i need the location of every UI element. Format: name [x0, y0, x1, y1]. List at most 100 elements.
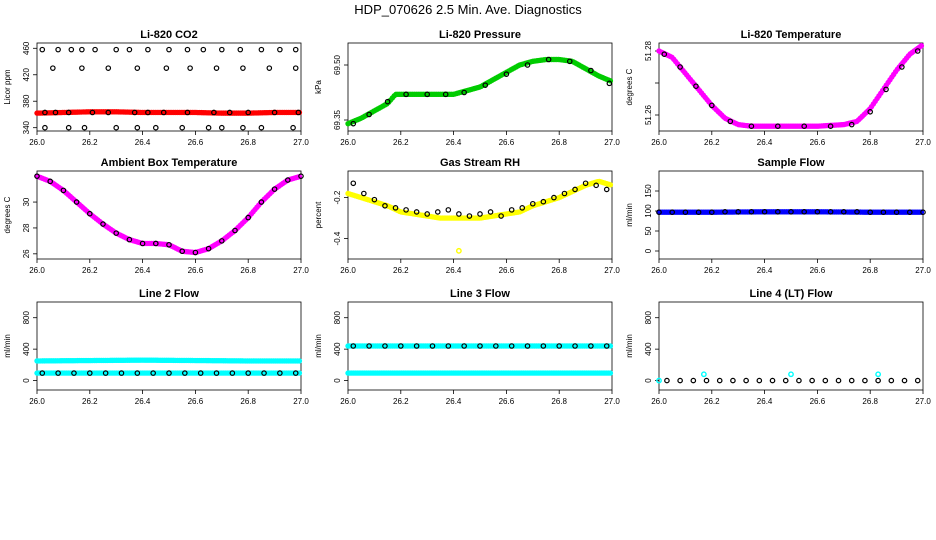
- x-tick-label: 26.6: [810, 138, 826, 147]
- data-point: [540, 198, 547, 205]
- data-series: [350, 56, 613, 127]
- x-tick-label: 26.0: [29, 138, 45, 147]
- data-point: [556, 343, 563, 349]
- data-point: [258, 199, 265, 205]
- data-point: [827, 123, 834, 130]
- data-point: [290, 124, 296, 131]
- data-point: [292, 65, 299, 71]
- data-point: [708, 209, 715, 216]
- data-point: [498, 213, 504, 219]
- data-point: [39, 370, 46, 376]
- data-point: [603, 186, 610, 193]
- data-point: [519, 205, 526, 211]
- data-point: [68, 46, 75, 53]
- data-point: [477, 343, 483, 349]
- data-point: [722, 209, 728, 215]
- data-point: [150, 370, 156, 376]
- y-tick-label: 51.28: [644, 40, 653, 61]
- chart-panel: Line 4 (LT) Flow 26.0 26.2 26.4 26.6 26.8 27.0…: [625, 288, 931, 406]
- y-tick-label: 400: [22, 342, 31, 356]
- data-point: [350, 180, 357, 187]
- data-point: [184, 109, 191, 116]
- chart-panel: Sample Flow 26.0 26.2 26.4 26.6 26.8 27.0 0 50 10…: [625, 157, 931, 275]
- data-point: [105, 65, 112, 71]
- data-point: [205, 245, 212, 252]
- x-tick-label: 26.0: [340, 138, 356, 147]
- data-point: [403, 207, 409, 213]
- data-point: [145, 46, 151, 53]
- y-tick-label: 69.50: [333, 54, 342, 75]
- data-point: [588, 67, 594, 74]
- chart-panel: Gas Stream RH 26.0 26.2 26.4 26.6 26.8 27.0 -0.…: [314, 157, 620, 275]
- data-point: [461, 89, 467, 96]
- data-point: [384, 98, 391, 105]
- data-point: [906, 209, 913, 216]
- x-tick-label: 26.0: [651, 397, 667, 406]
- x-tick-label: 26.4: [757, 266, 773, 275]
- data-point: [60, 187, 67, 194]
- data-point: [292, 46, 299, 53]
- x-tick-label: 26.8: [551, 138, 567, 147]
- x-tick-label: 26.6: [188, 138, 204, 147]
- x-tick-label: 27.0: [604, 397, 620, 406]
- data-point: [92, 46, 98, 53]
- data-point: [434, 209, 441, 215]
- x-tick-label: 26.4: [135, 138, 151, 147]
- data-point: [883, 86, 889, 93]
- data-point: [827, 209, 834, 215]
- data-point: [603, 343, 610, 349]
- data-point: [145, 109, 151, 116]
- y-tick-label: 0: [22, 378, 31, 383]
- data-point: [848, 377, 855, 384]
- data-point: [187, 65, 193, 71]
- data-point: [566, 58, 573, 65]
- data-point: [455, 247, 462, 254]
- y-tick-label: -0.4: [333, 231, 342, 245]
- x-tick-label: 26.2: [704, 266, 720, 275]
- data-point: [524, 62, 531, 68]
- chart-panel: Ambient Box Temperature 26.0 26.2 26.4 26.6 2…: [3, 157, 309, 275]
- y-tick-label: 28: [22, 223, 31, 232]
- data-point: [55, 46, 61, 53]
- data-point: [266, 65, 273, 71]
- data-point: [153, 124, 159, 131]
- plot-frame: [658, 170, 924, 260]
- data-point: [854, 209, 860, 215]
- x-tick-label: 26.2: [704, 397, 720, 406]
- y-tick-label: 0: [644, 378, 653, 383]
- data-point: [366, 111, 372, 118]
- data-point: [213, 370, 220, 376]
- data-point: [551, 194, 557, 201]
- data-point: [245, 214, 252, 221]
- data-point: [160, 109, 167, 116]
- data-point: [213, 65, 220, 71]
- y-axis-label: ml/min: [314, 334, 323, 358]
- data-point: [801, 209, 808, 215]
- data-point: [118, 370, 125, 376]
- data-point: [703, 377, 710, 384]
- data-point: [656, 377, 662, 384]
- data-point: [774, 123, 781, 130]
- y-tick-label: 340: [22, 120, 31, 134]
- y-axis-label: degrees C: [625, 68, 634, 105]
- data-point: [524, 343, 531, 349]
- data-point: [848, 121, 855, 128]
- data-series: [350, 343, 610, 349]
- y-tick-label: 50: [644, 226, 653, 235]
- data-point: [593, 182, 599, 189]
- data-point: [192, 249, 199, 256]
- data-point: [477, 211, 483, 217]
- data-point: [748, 123, 755, 130]
- data-point: [284, 177, 291, 183]
- x-tick-label: 26.4: [757, 138, 773, 147]
- data-point: [42, 124, 48, 131]
- x-tick-label: 26.4: [446, 266, 462, 275]
- data-point: [607, 182, 614, 188]
- data-series: [39, 370, 299, 376]
- x-tick-label: 27.0: [604, 138, 620, 147]
- data-point: [888, 377, 895, 384]
- data-point: [79, 65, 85, 71]
- y-tick-label: 69.35: [333, 109, 342, 130]
- x-tick-label: 26.8: [862, 138, 878, 147]
- plot-frame: [347, 170, 613, 260]
